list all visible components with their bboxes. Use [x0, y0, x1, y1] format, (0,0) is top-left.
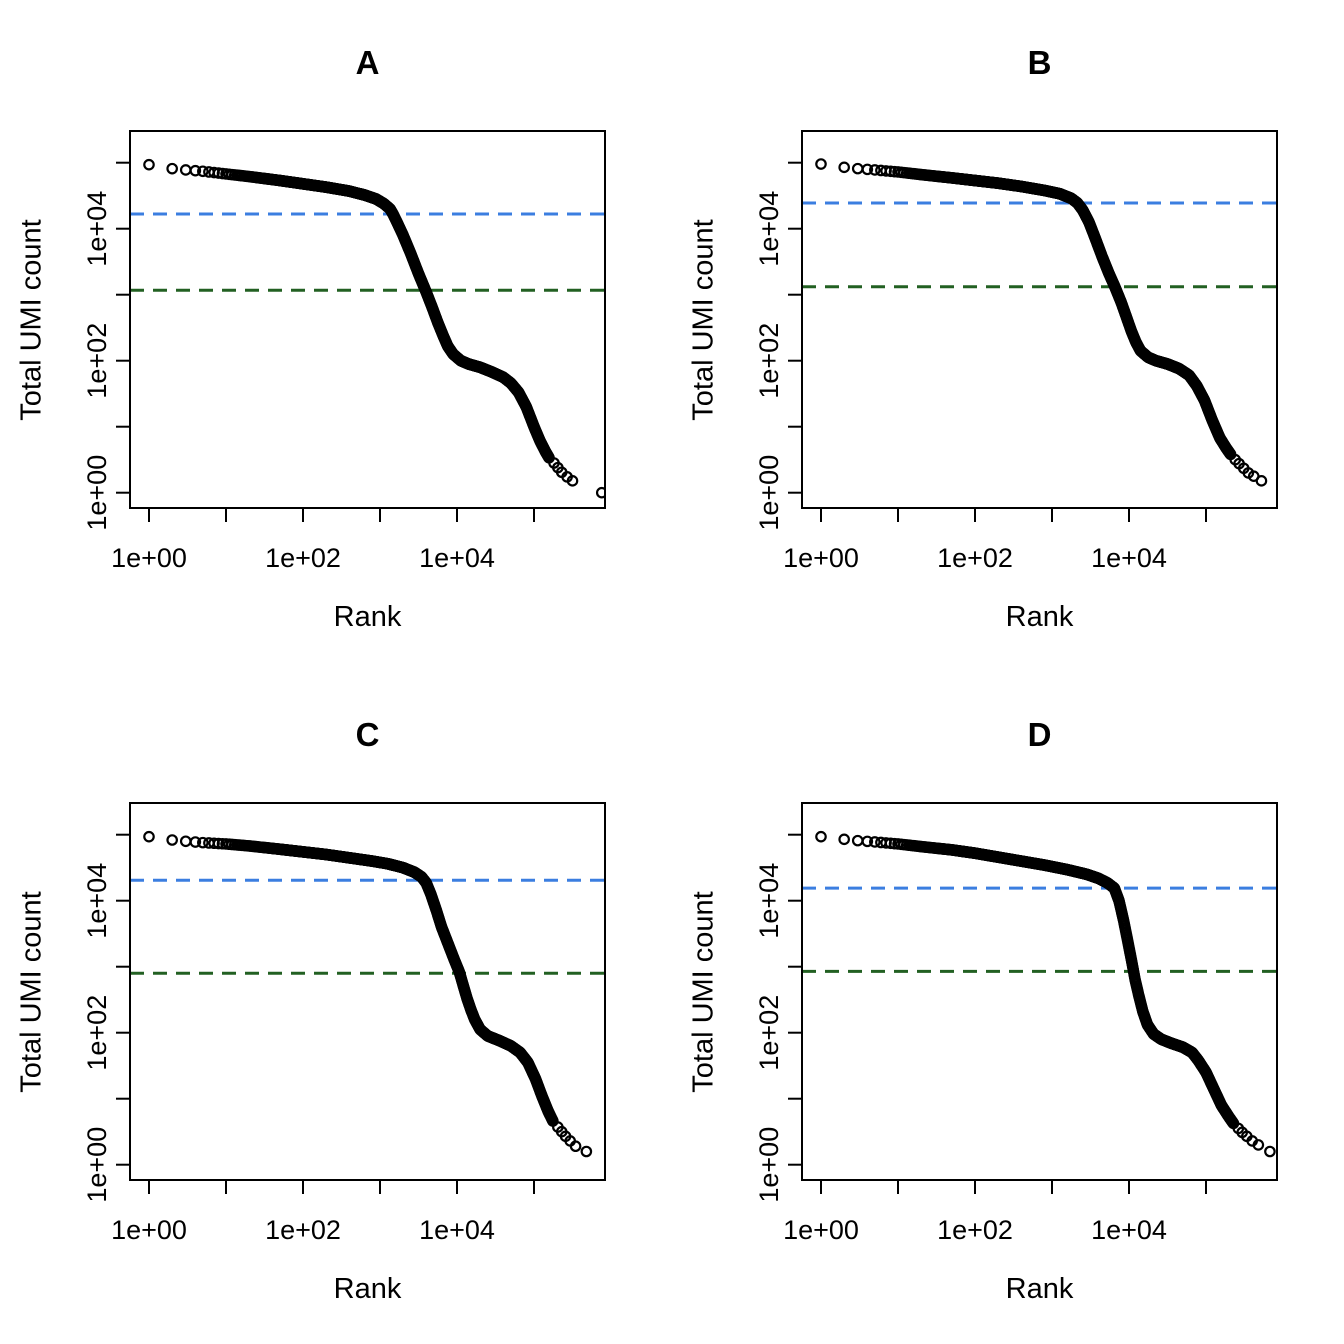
y-tick-label: 1e+04 — [754, 191, 784, 267]
y-tick-label: 1e+02 — [82, 995, 112, 1071]
x-tick-label: 1e+00 — [111, 543, 187, 573]
tail-point — [1255, 475, 1268, 487]
y-axis-ticks — [788, 161, 802, 494]
panel-D-ylabel: Total UMI count — [687, 891, 720, 1093]
panel-D-title: D — [1027, 716, 1052, 753]
x-tick-label: 1e+04 — [419, 543, 495, 573]
barcode-rank-points — [815, 158, 1268, 487]
y-tick-label: 1e+04 — [754, 863, 784, 939]
panel-A-chart: 1e+00 1e+02 1e+04 1e+00 1e+02 1e+04 — [82, 130, 606, 573]
x-tick-label: 1e+02 — [265, 543, 341, 573]
tail-point — [580, 1145, 593, 1158]
plot-box — [129, 130, 606, 509]
panel-D-xlabel: Rank — [1005, 1273, 1074, 1305]
panel-C-title: C — [355, 716, 380, 753]
y-tick-label: 1e+00 — [82, 455, 112, 531]
panel-A-xlabel: Rank — [333, 601, 402, 633]
x-tick-label: 1e+00 — [111, 1215, 187, 1245]
y-axis-ticks — [116, 161, 130, 494]
panel-B-chart: 1e+00 1e+02 1e+04 1e+00 1e+02 1e+04 — [754, 130, 1278, 573]
barcode-rank-points — [143, 158, 605, 499]
x-tick-label: 1e+00 — [783, 543, 859, 573]
tail-point — [566, 475, 579, 487]
barcode-rank-points — [815, 830, 1276, 1158]
y-tick-label: 1e+02 — [754, 995, 784, 1071]
tail-point — [595, 486, 605, 499]
x-axis-ticks — [148, 1180, 535, 1194]
panel-B: 1e+00 1e+02 1e+04 1e+00 1e+02 1e+04 B Rank To… — [672, 0, 1344, 672]
x-axis-ticks — [820, 508, 1207, 522]
panel-A-ylabel: Total UMI count — [15, 219, 48, 421]
x-tick-label: 1e+04 — [1091, 1215, 1167, 1245]
barcode-rank-points — [143, 830, 593, 1158]
x-tick-label: 1e+00 — [783, 1215, 859, 1245]
panel-B-title: B — [1027, 44, 1052, 81]
y-axis-ticks — [788, 833, 802, 1166]
panel-B-ylabel: Total UMI count — [687, 219, 720, 421]
y-tick-label: 1e+00 — [754, 455, 784, 531]
y-tick-label: 1e+04 — [82, 863, 112, 939]
x-axis-ticks — [820, 1180, 1207, 1194]
panel-A-title: A — [355, 44, 380, 81]
panel-B-xlabel: Rank — [1005, 601, 1074, 633]
x-tick-label: 1e+02 — [937, 543, 1013, 573]
panel-C-chart: 1e+00 1e+02 1e+04 1e+00 1e+02 1e+04 — [82, 802, 606, 1245]
tail-point — [1252, 1139, 1265, 1151]
y-tick-label: 1e+02 — [754, 323, 784, 399]
x-tick-label: 1e+04 — [1091, 543, 1167, 573]
panel-C: 1e+00 1e+02 1e+04 1e+00 1e+02 1e+04 C Rank To… — [0, 672, 672, 1344]
x-tick-label: 1e+02 — [937, 1215, 1013, 1245]
panel-A: 1e+00 1e+02 1e+04 1e+00 1e+02 1e+04 A Rank To… — [0, 0, 672, 672]
y-tick-label: 1e+02 — [82, 323, 112, 399]
plot-box — [801, 130, 1278, 509]
y-tick-label: 1e+04 — [82, 191, 112, 267]
plot-box — [801, 802, 1278, 1181]
x-axis-ticks — [148, 508, 535, 522]
panel-D: 1e+00 1e+02 1e+04 1e+00 1e+02 1e+04 D Rank To… — [672, 672, 1344, 1344]
tail-point — [1264, 1145, 1276, 1158]
plot-box — [129, 802, 606, 1181]
tail-point — [569, 1140, 582, 1153]
panel-C-xlabel: Rank — [333, 1273, 402, 1305]
panel-C-ylabel: Total UMI count — [15, 891, 48, 1093]
x-tick-label: 1e+04 — [419, 1215, 495, 1245]
x-tick-label: 1e+02 — [265, 1215, 341, 1245]
panel-D-chart: 1e+00 1e+02 1e+04 1e+00 1e+02 1e+04 — [754, 802, 1278, 1245]
y-tick-label: 1e+00 — [754, 1127, 784, 1203]
y-tick-label: 1e+00 — [82, 1127, 112, 1203]
y-axis-ticks — [116, 833, 130, 1166]
